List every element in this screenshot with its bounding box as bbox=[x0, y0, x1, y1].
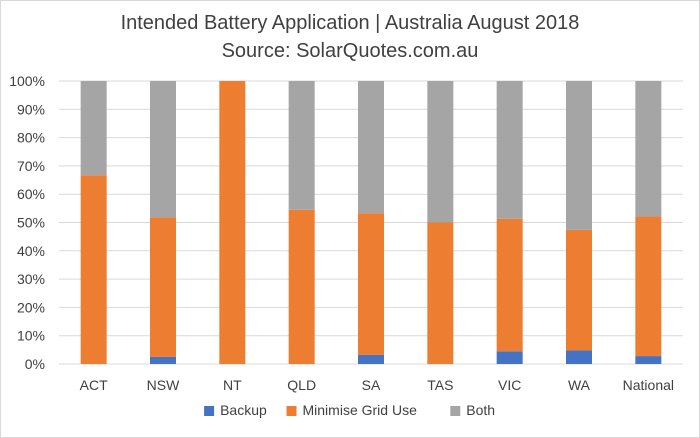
bar-segment bbox=[427, 81, 454, 223]
y-tick-label: 60% bbox=[17, 186, 45, 202]
chart-title: Intended Battery Application | Australia… bbox=[121, 12, 580, 34]
bar-segment bbox=[150, 217, 176, 357]
y-tick-label: 80% bbox=[17, 130, 45, 146]
bar-segment bbox=[358, 213, 384, 355]
y-tick-label: 10% bbox=[17, 328, 45, 344]
x-tick-label: VIC bbox=[498, 377, 521, 393]
bar-segment bbox=[219, 81, 246, 364]
bar-segment bbox=[358, 81, 384, 214]
bar-segment bbox=[496, 218, 523, 352]
legend-swatch bbox=[286, 406, 297, 416]
bar-segment bbox=[635, 81, 662, 217]
bar-segment bbox=[635, 356, 662, 364]
y-tick-label: 50% bbox=[17, 215, 45, 231]
x-tick-label: SA bbox=[362, 377, 381, 393]
y-tick-label: 90% bbox=[17, 101, 45, 117]
y-tick-label: 100% bbox=[9, 73, 45, 89]
bar-segment bbox=[496, 81, 523, 219]
legend-label: Backup bbox=[220, 402, 267, 418]
x-tick-label: ACT bbox=[80, 377, 108, 393]
x-tick-label: NSW bbox=[147, 377, 180, 393]
x-tick-label: WA bbox=[568, 377, 591, 393]
bar-segment bbox=[566, 350, 592, 364]
bar-segment bbox=[427, 222, 454, 364]
bars bbox=[80, 81, 662, 364]
bar-segment bbox=[566, 81, 592, 230]
bar-segment bbox=[150, 81, 176, 218]
y-tick-label: 30% bbox=[17, 271, 45, 287]
y-tick-label: 20% bbox=[17, 299, 45, 315]
x-tick-label: National bbox=[623, 377, 674, 393]
legend-label: Both bbox=[466, 402, 495, 418]
x-tick-label: TAS bbox=[427, 377, 453, 393]
bar-segment bbox=[566, 229, 592, 351]
x-tick-label: NT bbox=[223, 377, 242, 393]
y-tick-label: 0% bbox=[25, 356, 45, 372]
y-axis: 0% 10% 20% 30% 40% 50% 60% 70% 80% 90% 100% bbox=[9, 73, 45, 372]
bar-segment bbox=[635, 216, 662, 357]
legend-label: Minimise Grid Use bbox=[303, 402, 418, 418]
x-tick-label: QLD bbox=[287, 377, 316, 393]
y-tick-label: 70% bbox=[17, 158, 45, 174]
bar-segment bbox=[80, 81, 107, 176]
bar-segment bbox=[288, 209, 315, 364]
legend-swatch bbox=[204, 406, 215, 416]
y-tick-label: 40% bbox=[17, 243, 45, 259]
bar-segment bbox=[288, 81, 315, 210]
bar-segment bbox=[80, 175, 107, 364]
x-axis: ACT NSW NT QLD SA TAS VIC WA National bbox=[80, 377, 674, 393]
bar-segment bbox=[496, 351, 523, 364]
chart-subtitle: Source: SolarQuotes.com.au bbox=[222, 40, 479, 62]
bar-segment bbox=[150, 356, 176, 364]
legend: Backup Minimise Grid Use Both bbox=[204, 402, 495, 418]
bar-segment bbox=[358, 354, 384, 364]
legend-swatch bbox=[450, 406, 461, 416]
